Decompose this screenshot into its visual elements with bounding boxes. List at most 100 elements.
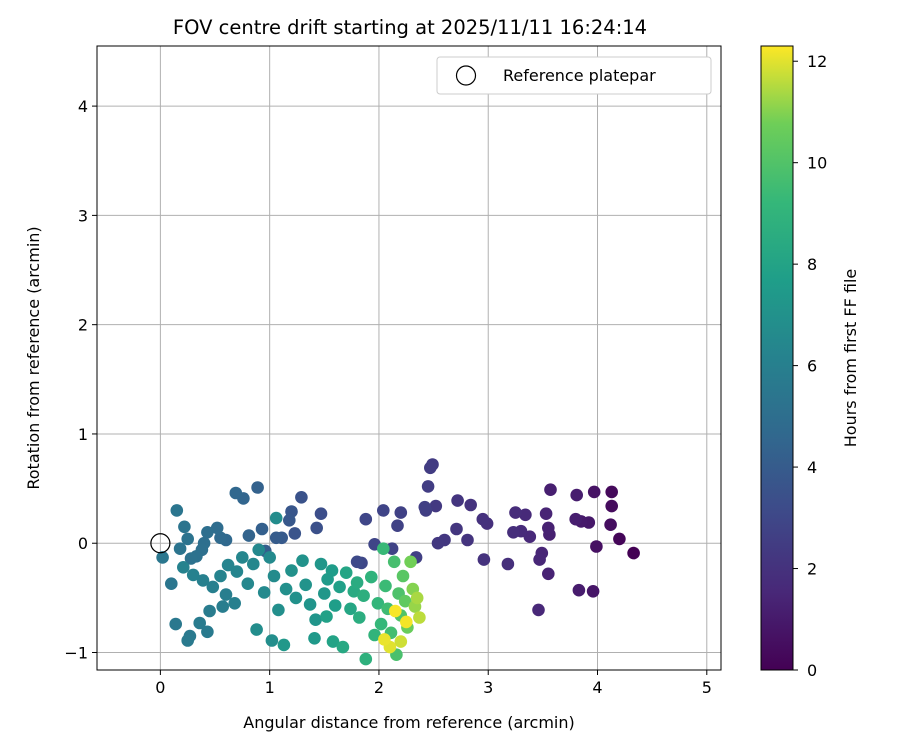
scatter-point bbox=[350, 576, 364, 589]
scatter-point bbox=[170, 504, 184, 517]
scatter-point bbox=[206, 580, 220, 594]
scatter-point bbox=[178, 520, 191, 534]
scatter-point bbox=[604, 518, 617, 531]
legend-marker-reference bbox=[455, 65, 477, 86]
scatter-point bbox=[413, 611, 426, 624]
scatter-point bbox=[156, 551, 169, 564]
scatter-point bbox=[320, 610, 333, 623]
scatter-point bbox=[605, 485, 618, 499]
scatter-point bbox=[196, 574, 210, 587]
scatter-point bbox=[228, 597, 241, 610]
scatter-point bbox=[379, 579, 392, 593]
scatter-point bbox=[509, 506, 522, 519]
scatter-point bbox=[464, 498, 478, 512]
scatter-point bbox=[328, 599, 342, 612]
scatter-point bbox=[532, 603, 545, 617]
scatter-point bbox=[569, 512, 582, 526]
colorbar-tick-label: 4 bbox=[807, 458, 817, 477]
colorbar-ticks: 0 2 4 6 8 10 12 bbox=[793, 52, 827, 680]
scatter-point bbox=[421, 480, 435, 493]
scatter-point bbox=[627, 546, 640, 560]
scatter-point bbox=[404, 555, 417, 569]
scatter-point bbox=[221, 558, 235, 572]
y-tick-label: 3 bbox=[78, 206, 88, 225]
scatter-point bbox=[186, 568, 200, 582]
scatter-point bbox=[272, 603, 285, 617]
scatter-point bbox=[216, 600, 229, 613]
scatter-point bbox=[544, 483, 557, 497]
scatter-point bbox=[429, 499, 443, 513]
scatter-point bbox=[181, 532, 194, 546]
scatter-point bbox=[400, 615, 413, 629]
scatter-point bbox=[344, 602, 357, 616]
y-tick-label: 4 bbox=[78, 97, 88, 116]
scatter-point bbox=[269, 531, 283, 545]
scatter-point bbox=[398, 594, 412, 608]
scatter-point bbox=[251, 481, 264, 494]
scatter-point bbox=[267, 569, 281, 583]
scatter-point bbox=[214, 531, 227, 545]
scatter-points bbox=[156, 458, 640, 666]
scatter-point bbox=[533, 553, 546, 566]
scatter-point bbox=[184, 552, 198, 565]
scatter-point bbox=[378, 633, 391, 646]
scatter-point bbox=[339, 566, 353, 579]
scatter-point bbox=[570, 488, 583, 502]
scatter-point bbox=[586, 585, 600, 598]
scatter-point bbox=[539, 507, 553, 520]
scatter-point bbox=[377, 504, 390, 517]
scatter-point bbox=[326, 635, 340, 648]
scatter-point bbox=[501, 557, 515, 571]
colorbar-frame bbox=[760, 45, 794, 671]
scatter-point bbox=[374, 617, 388, 631]
scatter-point bbox=[255, 522, 269, 536]
y-tick-label: 0 bbox=[78, 534, 88, 553]
scatter-point bbox=[396, 569, 410, 583]
y-axis-label: Rotation from reference (arcmin) bbox=[24, 226, 43, 489]
scatter-point bbox=[314, 507, 328, 520]
scatter-point bbox=[377, 542, 390, 555]
scatter-point bbox=[359, 512, 373, 526]
scatter-point bbox=[309, 613, 322, 626]
legend-box bbox=[436, 56, 712, 95]
scatter-point bbox=[385, 542, 399, 555]
scatter-point bbox=[572, 583, 586, 597]
y-axis-ticks: −1 0 1 2 3 4 bbox=[64, 97, 97, 663]
colorbar-tick-label: 8 bbox=[807, 255, 817, 274]
scatter-point bbox=[371, 597, 385, 610]
scatter-point bbox=[476, 512, 490, 526]
scatter-point bbox=[308, 632, 321, 645]
scatter-point bbox=[230, 565, 244, 578]
scatter-point bbox=[359, 652, 373, 666]
scatter-point bbox=[605, 499, 618, 513]
scatter-point bbox=[507, 526, 520, 539]
scatter-point bbox=[296, 554, 309, 567]
scatter-point bbox=[236, 551, 249, 564]
scatter-point bbox=[424, 461, 437, 475]
scatter-point bbox=[283, 514, 296, 527]
colorbar-label: Hours from first FF file bbox=[841, 269, 860, 448]
scatter-point bbox=[303, 598, 317, 611]
scatter-point bbox=[252, 543, 265, 557]
scatter-point bbox=[165, 577, 178, 590]
scatter-point bbox=[542, 521, 555, 535]
colorbar-tick-label: 0 bbox=[807, 661, 817, 680]
scatter-point bbox=[265, 634, 279, 647]
scatter-point bbox=[279, 582, 293, 596]
scatter-point bbox=[203, 604, 216, 618]
scatter-point bbox=[169, 617, 182, 631]
scatter-point bbox=[477, 553, 491, 566]
scatter-point bbox=[394, 506, 408, 519]
colorbar-tick-label: 2 bbox=[807, 560, 817, 579]
scatter-point bbox=[177, 561, 190, 574]
x-tick-label: 5 bbox=[702, 678, 712, 697]
colorbar bbox=[761, 46, 793, 670]
scatter-point bbox=[201, 526, 214, 539]
scatter-point bbox=[299, 578, 313, 592]
y-tick-label: −1 bbox=[64, 644, 88, 663]
x-axis-ticks: 0 1 2 3 4 5 bbox=[155, 670, 712, 697]
scatter-point bbox=[263, 551, 277, 564]
scatter-point bbox=[450, 522, 463, 536]
scatter-point bbox=[389, 604, 402, 618]
